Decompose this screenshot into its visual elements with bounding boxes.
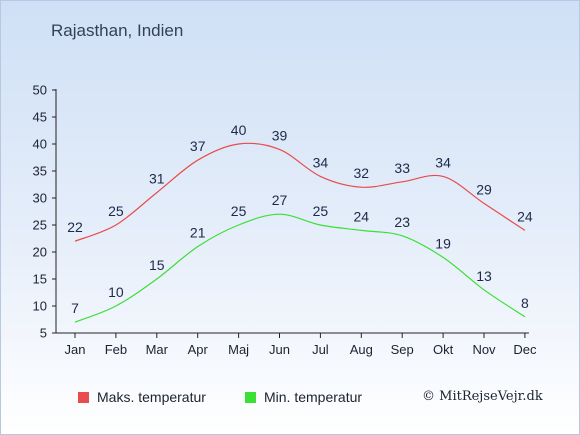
y-tick-label: 35 bbox=[33, 164, 47, 179]
max-data-label: 37 bbox=[190, 138, 206, 154]
legend-label-min: Min. temperatur bbox=[264, 389, 363, 405]
x-tick-label: Feb bbox=[105, 342, 127, 357]
max-data-label: 34 bbox=[435, 154, 451, 170]
max-data-label: 33 bbox=[394, 160, 410, 176]
y-tick-label: 5 bbox=[40, 326, 47, 341]
legend-swatch-min bbox=[245, 391, 256, 403]
credit-text: © MitRejseVejr.dk bbox=[422, 389, 543, 404]
y-tick-label: 50 bbox=[33, 83, 47, 98]
x-tick-label: Nov bbox=[472, 342, 496, 357]
max-data-label: 31 bbox=[149, 171, 165, 187]
legend-item-max: Maks. temperatur bbox=[78, 389, 206, 405]
x-tick-label: Apr bbox=[188, 342, 209, 357]
min-temperature-line bbox=[74, 213, 526, 323]
legend-item-min: Min. temperatur bbox=[245, 389, 362, 405]
min-data-label: 8 bbox=[521, 295, 529, 311]
x-tick-label: Jul bbox=[312, 342, 329, 357]
y-tick-label: 15 bbox=[33, 272, 47, 287]
y-tick-label: 25 bbox=[33, 218, 47, 233]
legend-swatch-max bbox=[78, 391, 89, 403]
max-data-label: 34 bbox=[313, 154, 329, 170]
min-data-label: 21 bbox=[190, 225, 206, 241]
y-tick-label: 10 bbox=[33, 299, 47, 314]
y-tick-label: 45 bbox=[33, 110, 47, 125]
max-temperature-line bbox=[74, 142, 526, 242]
chart-title: Rajasthan, Indien bbox=[51, 21, 184, 40]
x-tick-label: Okt bbox=[433, 342, 454, 357]
max-data-label: 39 bbox=[272, 127, 288, 143]
min-data-label: 7 bbox=[71, 300, 79, 316]
min-data-label: 25 bbox=[313, 203, 329, 219]
min-data-label: 24 bbox=[354, 208, 370, 224]
legend-label-max: Maks. temperatur bbox=[97, 389, 206, 405]
min-data-label: 15 bbox=[149, 257, 165, 273]
x-tick-label: Mar bbox=[146, 342, 169, 357]
min-data-label: 13 bbox=[476, 268, 492, 284]
max-data-label: 22 bbox=[67, 219, 83, 235]
x-tick-label: Jan bbox=[65, 342, 86, 357]
x-tick-label: Dec bbox=[513, 342, 537, 357]
max-data-label: 29 bbox=[476, 181, 492, 197]
min-data-label: 19 bbox=[435, 235, 451, 251]
max-data-label: 32 bbox=[354, 165, 370, 181]
y-tick-label: 30 bbox=[33, 191, 47, 206]
x-tick-label: Sep bbox=[391, 342, 414, 357]
y-tick-label: 20 bbox=[33, 245, 47, 260]
y-tick-label: 40 bbox=[33, 137, 47, 152]
min-data-label: 25 bbox=[231, 203, 247, 219]
min-data-label: 23 bbox=[394, 214, 410, 230]
min-data-label: 10 bbox=[108, 284, 124, 300]
max-data-label: 24 bbox=[517, 208, 533, 224]
max-data-label: 40 bbox=[231, 122, 247, 138]
min-data-label: 27 bbox=[272, 192, 288, 208]
x-tick-label: Aug bbox=[350, 342, 373, 357]
x-tick-label: Maj bbox=[228, 342, 249, 357]
max-data-label: 25 bbox=[108, 203, 124, 219]
x-tick-label: Jun bbox=[269, 342, 290, 357]
